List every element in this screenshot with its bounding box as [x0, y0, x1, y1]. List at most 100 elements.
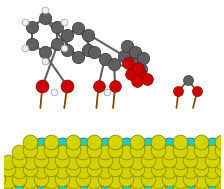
Point	[124, 164, 128, 167]
Point	[156, 168, 160, 171]
Point	[103, 158, 107, 161]
Point	[221, 187, 224, 189]
Point	[178, 187, 181, 189]
Point	[136, 66, 140, 69]
Point	[210, 183, 213, 186]
Point	[65, 48, 69, 51]
Point	[39, 151, 42, 154]
Point	[82, 170, 85, 173]
Point	[7, 180, 10, 183]
Point	[71, 187, 74, 189]
Point	[124, 170, 128, 173]
Point	[17, 170, 21, 173]
Point	[114, 160, 117, 163]
Point	[156, 149, 160, 152]
Point	[156, 174, 160, 177]
Point	[103, 183, 107, 186]
Point	[39, 177, 42, 180]
Point	[167, 164, 171, 167]
Point	[60, 183, 64, 186]
Point	[103, 170, 107, 173]
Point	[133, 50, 137, 53]
Point	[132, 61, 136, 64]
Point	[39, 170, 42, 173]
Point	[39, 183, 42, 186]
Point	[52, 91, 56, 94]
Point	[71, 168, 74, 171]
Point	[60, 164, 64, 167]
Point	[124, 177, 128, 180]
Point	[221, 160, 224, 163]
Point	[167, 177, 171, 180]
Point	[50, 180, 53, 183]
Point	[92, 149, 96, 152]
Point	[135, 160, 139, 163]
Point	[189, 177, 192, 180]
Point	[199, 160, 203, 163]
Point	[28, 160, 32, 163]
Point	[65, 34, 69, 37]
Point	[62, 47, 66, 50]
Point	[156, 154, 160, 157]
Point	[146, 151, 149, 154]
Point	[146, 164, 149, 167]
Point	[7, 174, 10, 177]
Point	[113, 85, 117, 88]
Point	[210, 158, 213, 161]
Point	[199, 174, 203, 177]
Point	[221, 154, 224, 157]
Point	[50, 154, 53, 157]
Point	[146, 77, 149, 81]
Point	[92, 174, 96, 177]
Point	[135, 80, 139, 83]
Point	[30, 25, 34, 28]
Point	[221, 174, 224, 177]
Point	[135, 187, 139, 189]
Point	[28, 187, 32, 189]
Point	[210, 145, 213, 148]
Point	[114, 187, 117, 189]
Point	[146, 177, 149, 180]
Point	[50, 187, 53, 189]
Point	[146, 158, 149, 161]
Point	[186, 78, 190, 81]
Point	[71, 154, 74, 157]
Point	[71, 141, 74, 144]
Point	[60, 158, 64, 161]
Point	[28, 154, 32, 157]
Point	[114, 180, 117, 183]
Point	[210, 170, 213, 173]
Point	[221, 180, 224, 183]
Point	[135, 174, 139, 177]
Point	[189, 183, 192, 186]
Point	[167, 170, 171, 173]
Point	[92, 141, 96, 144]
Point	[50, 160, 53, 163]
Point	[199, 187, 203, 189]
Point	[17, 177, 21, 180]
Point	[221, 168, 224, 171]
Point	[43, 59, 46, 62]
Point	[210, 164, 213, 167]
Point	[50, 141, 53, 144]
Point	[71, 174, 74, 177]
Point	[50, 149, 53, 152]
Point	[28, 180, 32, 183]
Point	[103, 145, 107, 148]
Point	[103, 151, 107, 154]
Point	[103, 177, 107, 180]
Point	[41, 85, 44, 88]
Point	[129, 72, 132, 75]
Point	[189, 158, 192, 161]
Point	[114, 149, 117, 152]
Point	[92, 154, 96, 157]
Point	[199, 180, 203, 183]
Point	[199, 154, 203, 157]
Point	[28, 141, 32, 144]
Point	[87, 34, 90, 37]
Point	[39, 145, 42, 148]
Point	[167, 151, 171, 154]
Point	[60, 170, 64, 173]
Point	[103, 57, 107, 60]
Point	[178, 141, 181, 144]
